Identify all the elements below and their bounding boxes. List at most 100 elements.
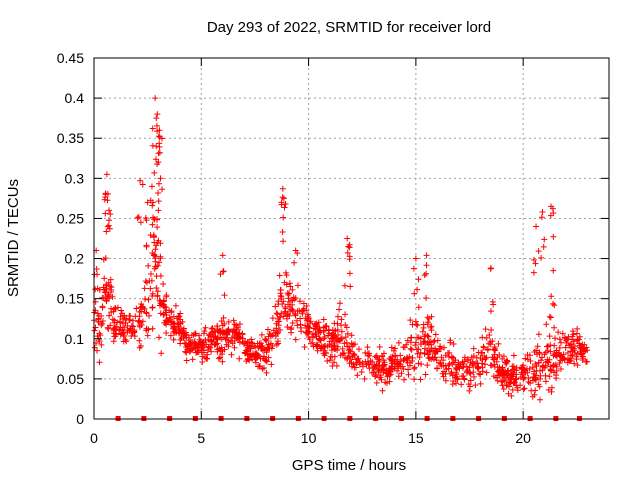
data-point — [492, 347, 499, 354]
data-point — [482, 361, 489, 368]
data-point — [282, 269, 289, 276]
data-point — [385, 367, 392, 374]
data-point — [283, 312, 290, 319]
data-point — [509, 386, 516, 393]
data-point — [289, 286, 296, 293]
data-point — [314, 342, 321, 349]
data-point — [249, 350, 256, 357]
data-point — [273, 310, 280, 317]
data-point — [503, 360, 510, 367]
data-point — [413, 339, 420, 346]
data-point — [107, 283, 114, 290]
data-point — [279, 300, 286, 307]
y-axis-label: SRMTID / TECUs — [5, 179, 22, 297]
data-point — [338, 335, 345, 342]
data-point — [562, 344, 569, 351]
data-point — [222, 336, 229, 343]
data-point — [530, 256, 537, 263]
data-point — [420, 338, 427, 345]
data-point — [519, 371, 526, 378]
data-point — [176, 329, 183, 336]
data-point — [133, 305, 140, 312]
data-point — [571, 360, 578, 367]
data-point — [195, 341, 202, 348]
grid-lines — [94, 58, 609, 419]
data-point — [489, 338, 496, 345]
data-point — [279, 185, 286, 192]
data-point — [103, 298, 110, 305]
data-point — [91, 344, 98, 351]
data-point — [153, 115, 160, 122]
data-point — [270, 327, 277, 334]
data-point — [92, 324, 99, 331]
data-point — [451, 359, 458, 366]
data-point — [170, 328, 177, 335]
data-point — [350, 341, 357, 348]
data-point — [409, 354, 416, 361]
data-point — [532, 387, 539, 394]
data-point — [180, 325, 187, 332]
data-point — [379, 387, 386, 394]
data-point — [102, 191, 109, 198]
data-point — [348, 332, 355, 339]
data-point — [424, 339, 431, 346]
data-point — [412, 342, 419, 349]
data-point — [380, 350, 387, 357]
data-point — [154, 122, 161, 129]
data-point — [544, 343, 551, 350]
data-point — [208, 325, 215, 332]
data-point — [539, 209, 546, 216]
data-point — [259, 355, 266, 362]
data-point — [296, 298, 303, 305]
data-point — [417, 376, 424, 383]
data-point — [255, 344, 262, 351]
data-point — [172, 302, 179, 309]
data-point — [335, 331, 342, 338]
data-point — [264, 326, 271, 333]
x-tick-label: 0 — [90, 430, 98, 446]
data-point — [478, 349, 485, 356]
data-point — [449, 372, 456, 379]
data-point — [219, 358, 226, 365]
data-point — [347, 283, 354, 290]
data-point — [286, 290, 293, 297]
data-point — [268, 345, 275, 352]
data-point — [111, 305, 118, 312]
data-point — [341, 282, 348, 289]
data-point — [134, 214, 141, 221]
data-point — [185, 337, 192, 344]
data-point — [186, 348, 193, 355]
data-point — [160, 281, 167, 288]
data-point — [156, 302, 163, 309]
data-point — [551, 342, 558, 349]
data-point — [225, 337, 232, 344]
data-point — [428, 313, 435, 320]
data-point — [229, 334, 236, 341]
data-point — [314, 347, 321, 354]
data-point — [346, 343, 353, 350]
data-point — [535, 248, 542, 255]
data-point — [324, 358, 331, 365]
data-point — [491, 361, 498, 368]
data-point — [520, 376, 527, 383]
data-point — [132, 313, 139, 320]
data-point — [154, 161, 161, 168]
data-point — [110, 338, 117, 345]
data-point — [225, 327, 232, 334]
data-point — [573, 353, 580, 360]
data-point — [391, 363, 398, 370]
data-point — [395, 339, 402, 346]
data-point — [152, 246, 159, 253]
data-point — [352, 356, 359, 363]
data-point — [378, 353, 385, 360]
data-point — [346, 256, 353, 263]
data-point — [103, 171, 110, 178]
data-point — [235, 326, 242, 333]
data-point — [551, 362, 557, 369]
data-point — [220, 268, 227, 275]
data-point — [91, 327, 98, 334]
data-point — [99, 304, 106, 311]
data-point — [537, 396, 544, 403]
data-point — [284, 311, 291, 318]
